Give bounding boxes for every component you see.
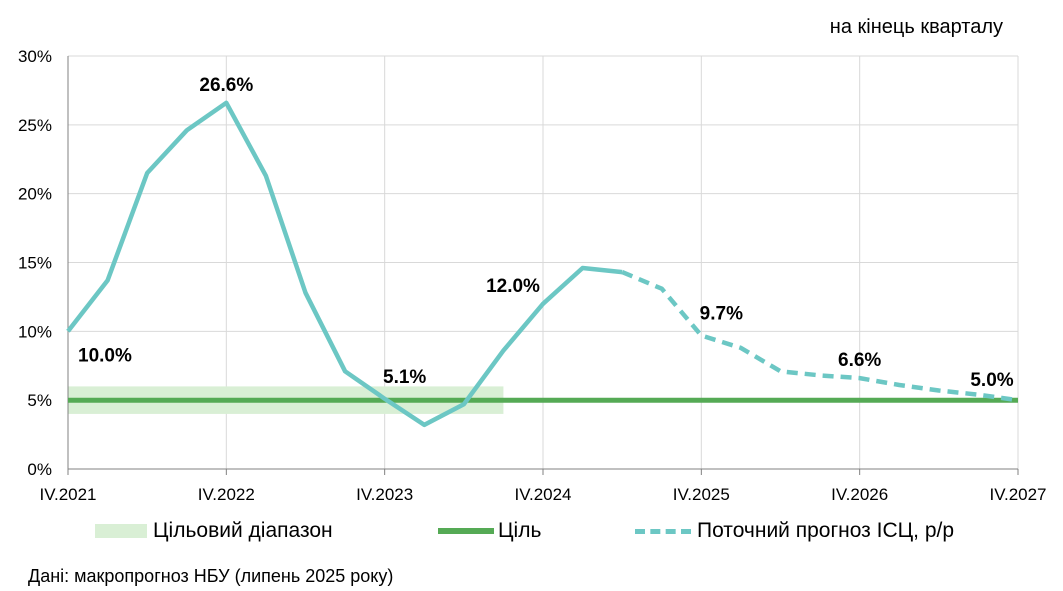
data-label: 5.1%	[383, 367, 426, 388]
label-layer: 10.0% 26.6% 5.1% 12.0% 9.7% 6.6% 5.0%	[78, 75, 1014, 391]
target-swatch	[438, 528, 494, 534]
y-tick-label: 30%	[18, 47, 52, 66]
source-note: Дані: макропрогноз НБУ (липень 2025 року…	[28, 566, 394, 586]
y-tick-label: 25%	[18, 116, 52, 135]
band-swatch	[95, 524, 147, 538]
forecast-swatch	[635, 528, 691, 534]
data-label: 6.6%	[838, 350, 881, 371]
y-tick-label: 5%	[27, 391, 52, 410]
legend-item-band: Цільовий діапазон	[95, 516, 333, 546]
data-label: 26.6%	[199, 75, 253, 96]
x-tick-label: IV.2027	[989, 485, 1046, 504]
forecast-line	[621, 270, 1019, 403]
x-tick-label: IV.2022	[198, 485, 255, 504]
x-tick-label: IV.2025	[673, 485, 730, 504]
legend: Цільовий діапазон Ціль Поточний прогноз …	[95, 516, 1015, 546]
x-tick-label: IV.2021	[39, 485, 96, 504]
legend-item-target: Ціль	[438, 516, 541, 546]
data-label: 10.0%	[78, 345, 132, 366]
y-tick-label: 15%	[18, 254, 52, 273]
data-label: 12.0%	[486, 276, 540, 297]
cpi-chart: 0% 5% 10% 15% 20% 25% 30% IV.2021 IV.2022 IV.2023…	[18, 47, 1047, 504]
cpi-actual-line	[66, 100, 623, 428]
series-layer	[66, 100, 1019, 428]
x-tick-label: IV.2026	[831, 485, 888, 504]
legend-band-label: Цільовий діапазон	[153, 519, 333, 542]
data-label: 9.7%	[700, 303, 743, 324]
legend-target-label: Ціль	[498, 519, 542, 542]
unit-note: на кінець кварталу	[829, 16, 1003, 38]
axis-layer: 0% 5% 10% 15% 20% 25% 30% IV.2021 IV.2022 IV.2023…	[18, 47, 1047, 504]
y-tick-label: 10%	[18, 322, 52, 341]
data-label: 5.0%	[970, 370, 1013, 391]
y-tick-label: 20%	[18, 185, 52, 204]
y-tick-label: 0%	[27, 460, 52, 479]
legend-item-forecast: Поточний прогноз ІСЦ, р/р	[635, 516, 954, 546]
x-tick-label: IV.2024	[514, 485, 571, 504]
x-tick-label: IV.2023	[356, 485, 413, 504]
legend-forecast-label: Поточний прогноз ІСЦ, р/р	[697, 519, 955, 542]
